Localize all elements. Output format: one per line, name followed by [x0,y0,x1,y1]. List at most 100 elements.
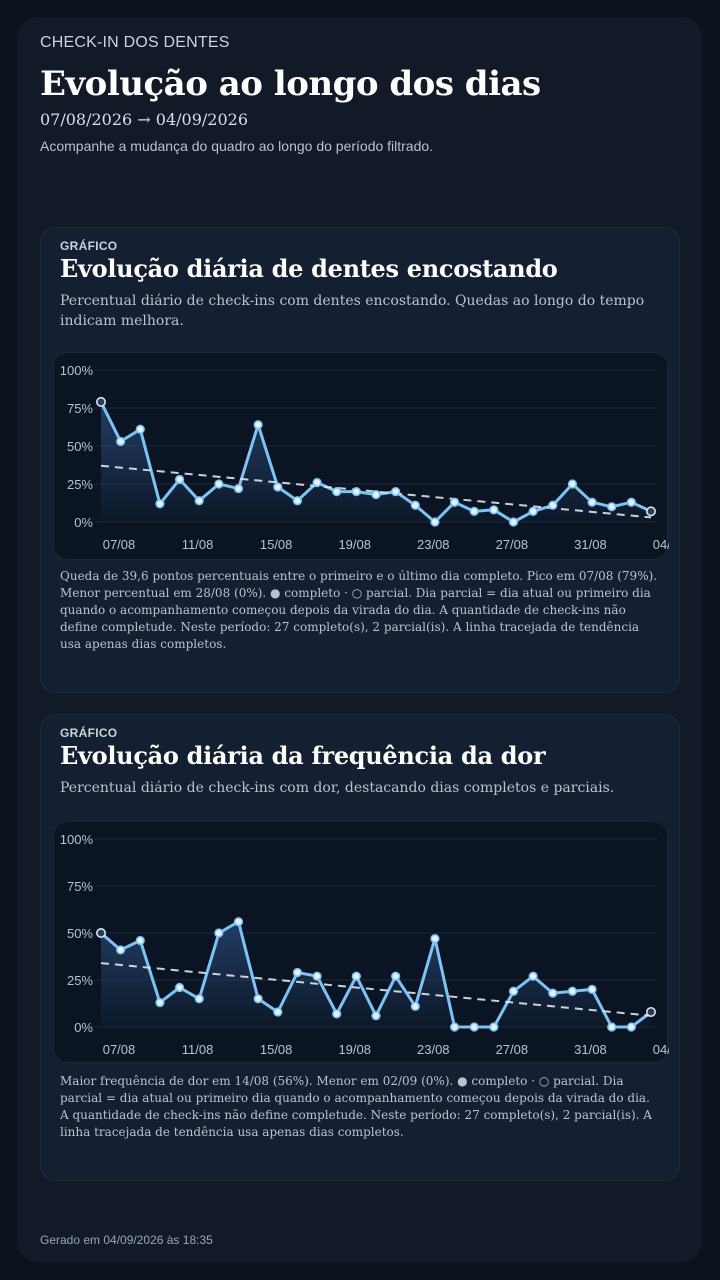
complete-day-point [430,934,440,944]
y-tick-label: 25% [67,973,93,988]
complete-day-point [233,917,244,927]
complete-day-point [233,483,244,494]
chart-note: Maior frequência de dor em 14/08 (56%). … [60,1074,652,1139]
complete-day-point [292,496,303,506]
complete-day-point [587,497,597,507]
page-title: Evolução ao longo dos dias [40,64,541,104]
partial-day-point [645,506,656,517]
complete-day-point [626,1022,636,1032]
series-area [101,401,651,522]
card-label: GRÁFICO [60,726,118,740]
generated-timestamp: Gerado em 04/09/2026 às 18:35 [40,1233,213,1247]
complete-day-point [469,506,479,516]
y-tick-label: 75% [67,879,93,894]
complete-day-point [194,994,204,1004]
x-tick-label: 31/08 [574,1042,607,1057]
y-tick-label: 50% [67,926,93,941]
complete-day-point [410,500,420,510]
x-tick-label: 19/08 [338,537,371,552]
complete-day-point [332,1009,342,1019]
series-area [101,921,651,1027]
complete-day-point [508,517,519,527]
complete-day-point [155,499,165,509]
complete-day-point [253,420,263,430]
chart-card-pain: GRÁFICO Evolução diária da frequência da… [40,714,680,1181]
complete-day-point [312,971,322,981]
complete-day-point [292,967,303,978]
complete-day-point [116,436,126,447]
report-page: CHECK-IN DOS DENTES Evolução ao longo do… [17,17,702,1262]
x-tick-label: 04/09 [653,1042,669,1057]
complete-day-point [449,497,460,507]
complete-day-point [273,1007,283,1017]
card-title: Evolução diária da frequência da dor [60,741,546,770]
complete-day-point [528,506,538,516]
complete-day-point [214,479,224,489]
x-tick-label: 07/08 [103,1042,136,1057]
page-subtitle: Acompanhe a mudança do quadro ao longo d… [40,138,434,154]
chart-area-contact: 0% 25% 50% 75% 100% 07/08 11/08 15/08 19/08 23/08… [53,352,669,560]
complete-day-point [508,986,519,996]
complete-day-point [273,482,283,492]
complete-day-point [489,1022,499,1032]
x-tick-label: 04/09 [653,537,669,552]
x-tick-label: 27/08 [496,1042,529,1057]
complete-day-point [528,971,538,981]
complete-day-point [391,487,401,497]
complete-day-point [116,945,126,955]
complete-day-point [449,1022,460,1032]
complete-day-point [489,505,499,515]
complete-day-point [332,487,342,497]
card-description: Percentual diário de check-ins com dor, … [60,780,615,796]
x-tick-label: 19/08 [338,1042,371,1057]
x-tick-label: 31/08 [574,537,607,552]
partial-day-point [645,1006,656,1017]
x-tick-label: 15/08 [260,1042,293,1057]
x-tick-label: 23/08 [417,1042,450,1057]
x-tick-label: 23/08 [417,537,450,552]
complete-day-point [194,496,204,506]
partial-day-point [95,928,106,939]
partial-day-point [95,396,106,407]
card-title: Evolução diária de dentes encostando [60,254,558,283]
complete-day-point [351,487,361,497]
report-eyebrow: CHECK-IN DOS DENTES [40,34,230,51]
chart-area-pain: 0% 25% 50% 75% 100% 07/08 11/08 15/08 19/08 23/08… [53,821,669,1063]
complete-day-point [174,474,185,485]
card-label: GRÁFICO [60,239,118,253]
y-tick-label: 100% [60,832,94,847]
complete-day-point [351,971,361,981]
x-tick-label: 11/08 [182,537,214,552]
chart-note: Queda de 39,6 pontos percentuais entre o… [60,569,658,651]
y-tick-label: 25% [67,477,93,492]
complete-day-point [371,490,381,500]
complete-day-point [567,479,578,489]
complete-day-point [214,928,224,938]
x-tick-label: 11/08 [182,1042,214,1057]
complete-day-point [371,1011,381,1021]
complete-day-point [587,984,597,994]
y-tick-label: 100% [60,363,94,378]
x-tick-label: 27/08 [496,537,529,552]
complete-day-point [312,477,322,488]
y-tick-label: 75% [67,401,93,416]
complete-day-point [391,971,401,981]
complete-day-point [548,500,558,510]
complete-day-point [135,424,145,434]
complete-day-point [174,982,185,993]
card-description: Percentual diário de check-ins com dente… [60,293,645,329]
complete-day-point [469,1022,479,1032]
complete-day-point [607,1022,617,1032]
y-tick-label: 0% [74,1020,93,1035]
date-range: 07/08/2026 → 04/09/2026 [40,110,249,129]
complete-day-point [607,502,617,512]
line-chart-contact: 0% 25% 50% 75% 100% 07/08 11/08 15/08 19/08 23/08… [60,363,669,552]
complete-day-point [626,497,636,507]
complete-day-point [253,994,263,1004]
chart-card-contact: GRÁFICO Evolução diária de dentes encost… [40,227,680,693]
complete-day-point [567,986,578,996]
complete-day-point [548,988,558,998]
complete-day-point [410,1001,420,1011]
complete-day-point [135,935,145,946]
complete-day-point [430,517,440,527]
